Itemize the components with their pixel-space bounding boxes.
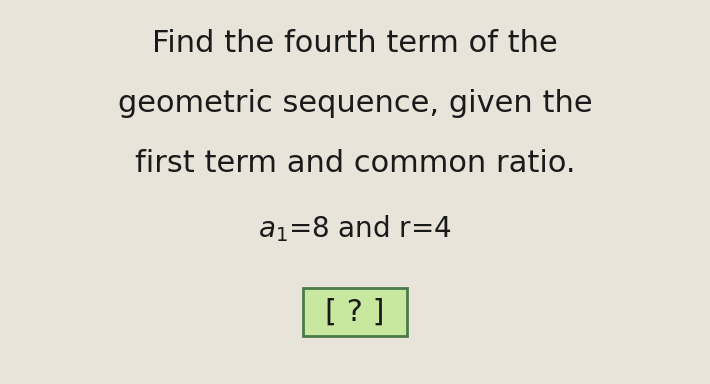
Text: first term and common ratio.: first term and common ratio. — [135, 149, 575, 179]
FancyBboxPatch shape — [303, 288, 407, 336]
Text: Find the fourth term of the: Find the fourth term of the — [152, 30, 558, 58]
Text: geometric sequence, given the: geometric sequence, given the — [118, 89, 592, 119]
Text: [ ? ]: [ ? ] — [325, 298, 385, 326]
Text: $a_1$=8 and r=4: $a_1$=8 and r=4 — [258, 214, 452, 244]
